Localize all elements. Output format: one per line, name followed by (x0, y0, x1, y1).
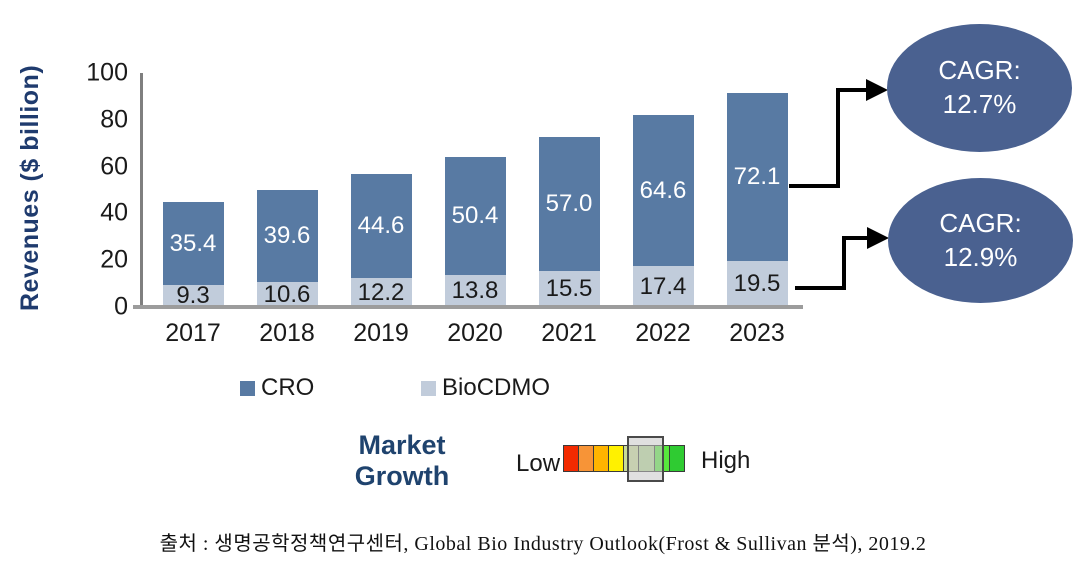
bar-segment-cro-2019: 44.6 (350, 174, 412, 279)
cagr-arrow-biocdmo (795, 236, 867, 290)
source-citation: 출처 : 생명공학정책연구센터, Global Bio Industry Out… (159, 533, 927, 555)
bar-group-2018: 10.6 39.6 (256, 73, 318, 308)
market-growth-label-line1: Market (358, 430, 446, 460)
value-label-cro-2020: 50.4 (451, 201, 499, 229)
market-growth-box-1 (563, 445, 580, 472)
y-tick-label-40: 40 (100, 198, 128, 227)
value-label-biocdmo-2017: 9.3 (176, 282, 210, 310)
bar-segment-biocdmo-2023: 19.5 (726, 261, 788, 307)
y-axis-title: Revenues ($ billion) (16, 64, 44, 312)
bar-segment-biocdmo-2018: 10.6 (256, 280, 318, 308)
legend-item-biocdmo: BioCDMO (421, 374, 550, 402)
bar-segment-cro-2018: 39.6 (256, 189, 318, 283)
bar-segment-cro-2021: 57.0 (538, 137, 600, 271)
x-tick-label-2022: 2022 (635, 319, 691, 347)
market-growth-label-line2: Growth (354, 461, 450, 492)
bar-segment-biocdmo-2019: 12.2 (350, 278, 412, 307)
market-growth-box-2 (578, 445, 595, 472)
market-growth-selector (627, 436, 664, 482)
x-tick-label-2021: 2021 (541, 319, 597, 347)
x-tick-label-2023: 2023 (729, 319, 785, 347)
bar-group-2017: 9.3 35.4 (162, 73, 224, 310)
market-growth-scale (563, 445, 685, 472)
value-label-cro-2019: 44.6 (357, 212, 405, 240)
legend-item-cro: CRO (240, 374, 314, 402)
value-label-biocdmo-2019: 12.2 (357, 278, 405, 306)
bar-segment-cro-2017: 35.4 (162, 202, 224, 286)
y-tick-label-0: 0 (114, 292, 128, 321)
bar-segment-biocdmo-2021: 15.5 (538, 270, 600, 307)
bar-segment-cro-2020: 50.4 (444, 156, 506, 275)
market-growth-box-4 (608, 445, 625, 472)
value-label-cro-2021: 57.0 (545, 190, 593, 218)
bar-group-2020: 13.8 50.4 (444, 73, 506, 307)
value-label-cro-2017: 35.4 (169, 229, 217, 257)
value-label-biocdmo-2023: 19.5 (733, 270, 781, 298)
market-growth-box-8 (668, 445, 685, 472)
bar-segment-biocdmo-2020: 13.8 (444, 274, 506, 307)
y-tick-label-80: 80 (100, 105, 128, 134)
cagr-badge-cro-label: CAGR: (938, 55, 1021, 86)
cagr-badge-cro-value: 12.7% (942, 89, 1017, 119)
bar-segment-biocdmo-2017: 9.3 (162, 282, 224, 310)
cagr-badge-biocdmo: CAGR: 12.9% (888, 178, 1073, 303)
bar-segment-cro-2022: 64.6 (632, 115, 694, 267)
y-tick-label-100: 100 (86, 58, 128, 87)
cagr-badge-biocdmo-label: CAGR: (939, 207, 1022, 238)
value-label-biocdmo-2018: 10.6 (263, 280, 311, 308)
cagr-badge-cro: CAGR: 12.7% (887, 24, 1072, 152)
legend-marker-cro (240, 380, 255, 396)
y-tick-label-20: 20 (100, 245, 128, 274)
x-tick-label-2018: 2018 (259, 319, 315, 347)
legend-label-biocdmo: BioCDMO (442, 374, 551, 401)
cagr-arrowhead-biocdmo (867, 227, 889, 249)
bar-segment-biocdmo-2022: 17.4 (632, 266, 694, 307)
value-label-cro-2023: 72.1 (733, 163, 781, 191)
value-label-biocdmo-2022: 17.4 (639, 272, 687, 300)
bar-segment-cro-2023: 72.1 (726, 92, 788, 262)
x-axis-line (133, 305, 803, 309)
value-label-cro-2018: 39.6 (263, 221, 311, 249)
cagr-badge-biocdmo-value: 12.9% (943, 241, 1018, 272)
value-label-biocdmo-2020: 13.8 (451, 276, 499, 304)
x-tick-label-2019: 2019 (353, 319, 409, 347)
bar-group-2023: 19.5 72.1 (726, 73, 788, 307)
legend-label-cro: CRO (261, 374, 315, 401)
value-label-biocdmo-2021: 15.5 (545, 274, 593, 302)
bar-group-2021: 15.5 57.0 (538, 73, 600, 307)
market-growth-low-label: Low (516, 450, 561, 477)
x-tick-label-2020: 2020 (447, 319, 503, 347)
market-growth-box-3 (593, 445, 610, 472)
plot-area: 0 20 40 60 80 100 9.3 35.4 2017 10.6 39.6 2018 12.2… (86, 59, 803, 347)
y-axis-line (140, 73, 143, 309)
cagr-arrowhead-cro (866, 79, 888, 101)
y-tick-label-60: 60 (100, 152, 128, 181)
bar-group-2019: 12.2 44.6 (350, 73, 412, 307)
x-tick-label-2017: 2017 (165, 319, 221, 347)
legend-marker-biocdmo (421, 380, 436, 396)
value-label-cro-2022: 64.6 (639, 176, 687, 204)
market-growth-label: Market Growth (318, 430, 486, 492)
market-growth-high-label: High (701, 447, 751, 474)
bar-group-2022: 17.4 64.6 (632, 73, 694, 307)
